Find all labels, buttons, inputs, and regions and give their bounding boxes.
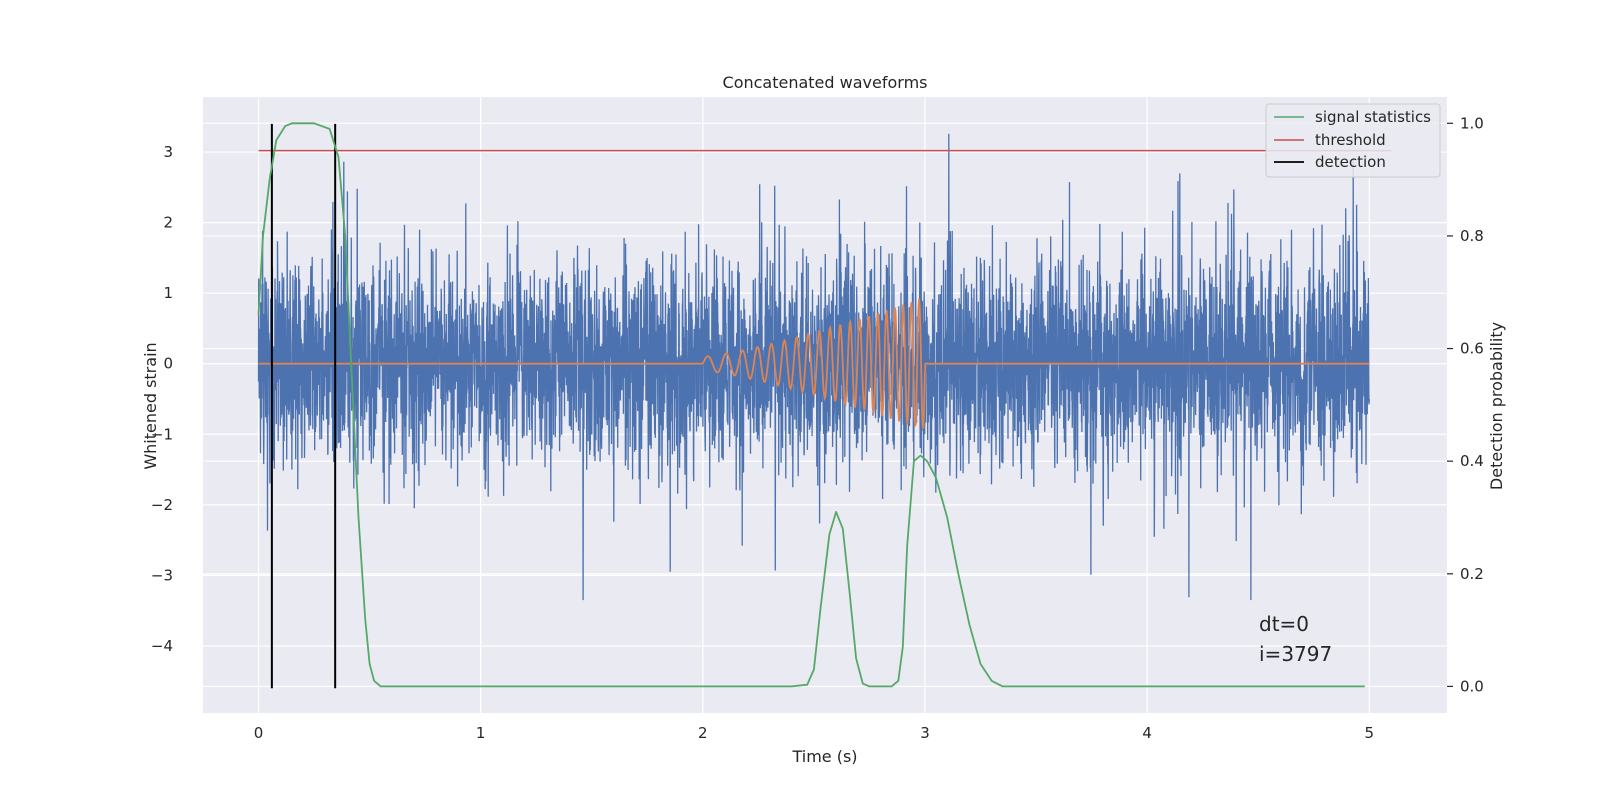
y-tick-label: 0 xyxy=(163,355,173,373)
annotation-index: i=3797 xyxy=(1259,642,1332,666)
chart-title: Concatenated waveforms xyxy=(723,73,928,92)
series-detection xyxy=(270,123,337,689)
y-tick-label: 3 xyxy=(163,143,173,161)
legend-label-detection: detection xyxy=(1315,153,1386,171)
y2-tick-label: 0.4 xyxy=(1460,452,1484,470)
legend-box xyxy=(1265,103,1441,178)
y2-tick-label: 1.0 xyxy=(1460,114,1484,132)
y2-axis-label: Detection probability xyxy=(1487,322,1506,490)
y-tick-label: −4 xyxy=(151,637,173,655)
ticks: 0 1 2 3 4 5 3 2 1 0 −1 −2 −3 −4 1.0 0.8 0.6 0.4 0.2 0.0 xyxy=(151,114,1484,742)
chirp-line xyxy=(258,298,1370,429)
y-tick-label: 1 xyxy=(163,284,173,302)
legend-label-signal-statistics: signal statistics xyxy=(1315,108,1431,126)
y-axis-label: Whitened strain xyxy=(141,342,160,469)
y2-tick-label: 0.0 xyxy=(1460,677,1484,695)
series-chirp xyxy=(258,298,1370,429)
series-noise xyxy=(257,133,1370,601)
legend-label-threshold: threshold xyxy=(1315,131,1386,149)
annotation-dt: dt=0 xyxy=(1259,612,1309,636)
x-tick-label: 0 xyxy=(254,724,264,742)
noise-line xyxy=(257,133,1370,601)
x-tick-label: 5 xyxy=(1364,724,1374,742)
y-tick-label: 2 xyxy=(163,214,173,232)
x-tick-label: 2 xyxy=(698,724,708,742)
signal-statistics-line xyxy=(257,122,1365,688)
x-tick-label: 1 xyxy=(476,724,486,742)
y-tick-label: −3 xyxy=(151,566,173,584)
y-tick-label: −2 xyxy=(151,496,173,514)
y-tick-label: −1 xyxy=(151,425,173,443)
legend: signal statistics threshold detection xyxy=(1265,103,1441,178)
y2-tick-label: 0.8 xyxy=(1460,227,1484,245)
x-tick-label: 4 xyxy=(1142,724,1152,742)
x-axis-label: Time (s) xyxy=(791,747,857,766)
series-signal-statistics xyxy=(257,122,1365,688)
y2-tick-label: 0.6 xyxy=(1460,340,1484,358)
y2-tick-label: 0.2 xyxy=(1460,565,1484,583)
x-tick-label: 3 xyxy=(920,724,930,742)
